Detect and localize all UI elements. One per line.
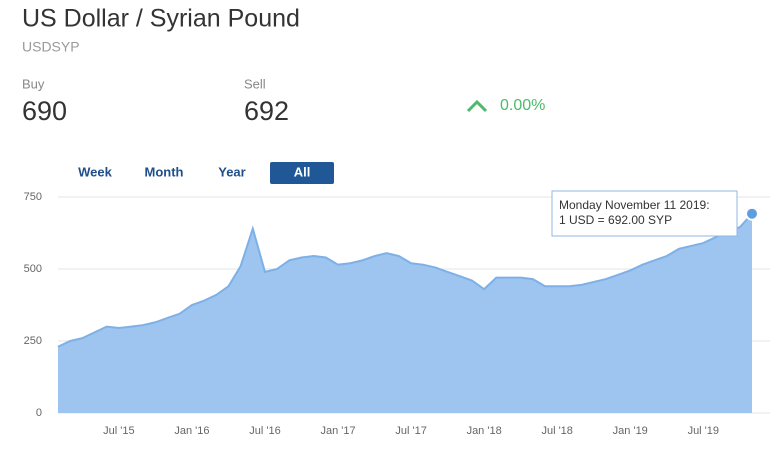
buy-label: Buy [22, 76, 45, 91]
tooltip-text: Monday November 11 2019: [559, 198, 710, 212]
y-tick-label: 500 [24, 263, 42, 275]
range-button[interactable]: Month [145, 164, 184, 179]
area [58, 213, 752, 413]
hover-point [745, 206, 759, 221]
title: US Dollar / Syrian Pound [22, 5, 300, 33]
x-tick-label: Jul '15 [103, 425, 134, 437]
up-arrow [466, 99, 488, 113]
sell-value: 692 [244, 96, 289, 126]
x-tick-label: Jul '18 [541, 425, 572, 437]
area-line [57, 213, 753, 348]
chart: 0 250 500 750 Jul '15 Jan '16 Jul '16 Jan '17 Ju… [24, 190, 770, 437]
buy-value: 690 [22, 96, 67, 126]
symbol: USDSYP [22, 39, 80, 55]
range-button-bg[interactable] [270, 162, 334, 184]
x-tick-label: Jul '19 [688, 425, 719, 437]
range-button[interactable]: All [294, 164, 311, 179]
change: 0.00% [500, 97, 545, 114]
y-tick-label: 0 [36, 407, 42, 419]
tooltip-text: 1 USD = 692.00 SYP [559, 213, 672, 227]
range-button[interactable]: Week [78, 164, 112, 179]
x-tick-label: Jan '16 [174, 425, 209, 437]
x-tick-label: Jan '18 [467, 425, 502, 437]
y-tick-label: 250 [24, 335, 42, 347]
x-tick-label: Jul '16 [249, 425, 280, 437]
range-buttons: Week Month Year All [78, 162, 334, 184]
x-tick-label: Jul '17 [395, 425, 426, 437]
range-button[interactable]: Year [218, 164, 245, 179]
sell-label: Sell [244, 76, 266, 91]
y-tick-label: 750 [24, 191, 42, 203]
x-tick-label: Jan '17 [320, 425, 355, 437]
tooltip-box [551, 190, 738, 237]
x-tick-label: Jan '19 [613, 425, 648, 437]
